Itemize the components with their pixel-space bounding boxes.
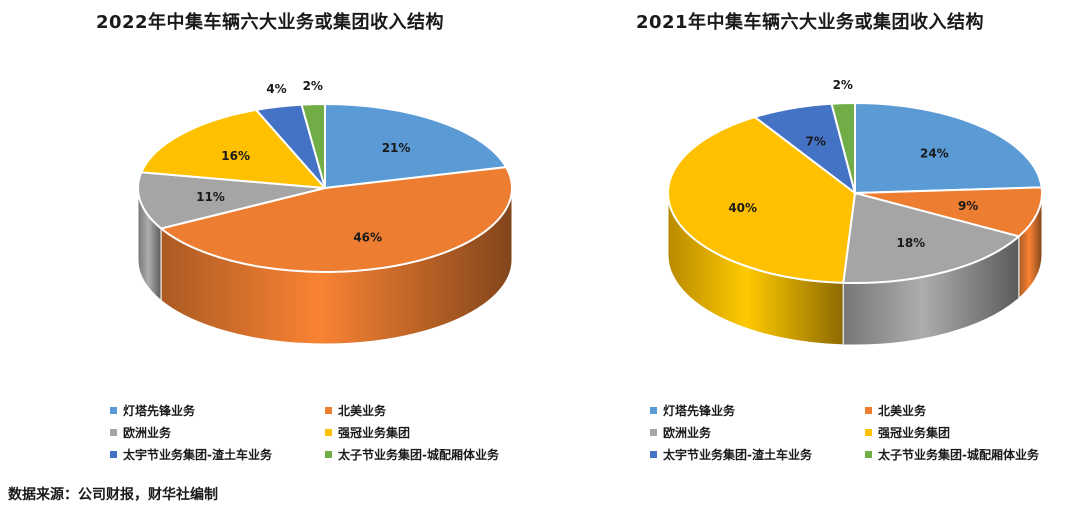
legend-label: 太子节业务集团-城配厢体业务 bbox=[338, 447, 499, 462]
pie-slice bbox=[300, 102, 326, 189]
legend-label: 灯塔先锋业务 bbox=[123, 403, 196, 418]
data-label: 4% bbox=[266, 82, 286, 96]
legend-item: 北美业务 bbox=[325, 400, 540, 420]
pie-chart-2021: 24% 9% 18% 40% 7% 2% bbox=[667, 78, 1043, 346]
data-label: 46% bbox=[353, 230, 382, 244]
legend-2021: 灯塔先锋业务 北美业务欧洲业务 强冠业务集团太宇节业务集团-渣土车业务 太子节业务集团… bbox=[650, 400, 1080, 464]
legend-item: 欧洲业务 bbox=[110, 422, 325, 442]
legend-label: 强冠业务集团 bbox=[878, 425, 951, 440]
pie-slice bbox=[139, 108, 328, 190]
source-note: 数据来源：公司财报，财华社编制 bbox=[8, 487, 218, 503]
legend-label: 灯塔先锋业务 bbox=[663, 403, 736, 418]
data-label: 2% bbox=[833, 78, 853, 92]
pie-slice bbox=[324, 102, 508, 190]
pie-slice bbox=[842, 191, 1021, 284]
legend-item: 强冠业务集团 bbox=[865, 422, 1080, 442]
legend-label: 欧洲业务 bbox=[123, 425, 172, 440]
legend-label: 北美业务 bbox=[878, 403, 927, 418]
legend-2022: 灯塔先锋业务 北美业务欧洲业务 强冠业务集团太宇节业务集团-渣土车业务 太子节业务集团… bbox=[110, 400, 540, 464]
legend-swatch bbox=[325, 406, 332, 414]
pie-slice bbox=[854, 186, 1043, 238]
pie-chart-2022: 21% 46% 11% 16% 4% 2% bbox=[137, 79, 513, 345]
data-label: 21% bbox=[382, 141, 411, 155]
data-label: 7% bbox=[806, 134, 826, 148]
chart-2022: 2022年中集车辆六大业务或集团收入结构 21% 46% 11% 16% 4% 2% 灯塔… bbox=[0, 0, 540, 480]
pie-slice bbox=[158, 166, 513, 273]
legend-swatch bbox=[110, 450, 117, 458]
legend-label: 强冠业务集团 bbox=[338, 425, 411, 440]
data-label: 11% bbox=[196, 190, 225, 204]
chart-title: 2022年中集车辆六大业务或集团收入结构 bbox=[95, 12, 445, 33]
data-label: 24% bbox=[920, 146, 949, 160]
legend-item: 北美业务 bbox=[865, 400, 1080, 420]
pie-slice bbox=[137, 171, 326, 230]
legend-item: 太宇节业务集团-渣土车业务 bbox=[110, 444, 325, 464]
pie-slice bbox=[830, 101, 856, 194]
legend-swatch bbox=[865, 428, 872, 436]
legend-swatch bbox=[110, 406, 117, 414]
legend-item: 灯塔先锋业务 bbox=[650, 400, 865, 420]
legend-swatch bbox=[650, 450, 657, 458]
legend-item: 欧洲业务 bbox=[650, 422, 865, 442]
legend-label: 太子节业务集团-城配厢体业务 bbox=[878, 447, 1039, 462]
legend-swatch bbox=[650, 406, 657, 414]
legend-item: 灯塔先锋业务 bbox=[110, 400, 325, 420]
data-label: 16% bbox=[221, 149, 250, 163]
legend-swatch bbox=[325, 450, 332, 458]
data-label: 2% bbox=[303, 79, 323, 93]
legend-label: 北美业务 bbox=[338, 403, 387, 418]
data-label: 18% bbox=[896, 236, 925, 250]
chart-title: 2021年中集车辆六大业务或集团收入结构 bbox=[635, 12, 985, 33]
legend-swatch bbox=[865, 406, 872, 414]
legend-swatch bbox=[650, 428, 657, 436]
legend-swatch bbox=[865, 450, 872, 458]
legend-label: 太宇节业务集团-渣土车业务 bbox=[123, 447, 272, 462]
legend-swatch bbox=[325, 428, 332, 436]
data-label: 40% bbox=[728, 201, 757, 215]
chart-2021: 2021年中集车辆六大业务或集团收入结构 24% 9% 18% 40% 7% 2% 灯塔先… bbox=[540, 0, 1080, 480]
legend-item: 太宇节业务集团-渣土车业务 bbox=[650, 444, 865, 464]
legend-label: 太宇节业务集团-渣土车业务 bbox=[663, 447, 812, 462]
legend-item: 强冠业务集团 bbox=[325, 422, 540, 442]
pie-slice bbox=[854, 101, 1043, 195]
legend-label: 欧洲业务 bbox=[663, 425, 712, 440]
legend-item: 太子节业务集团-城配厢体业务 bbox=[325, 444, 540, 464]
legend-swatch bbox=[110, 428, 117, 436]
legend-item: 太子节业务集团-城配厢体业务 bbox=[865, 444, 1080, 464]
data-label: 9% bbox=[958, 199, 978, 213]
